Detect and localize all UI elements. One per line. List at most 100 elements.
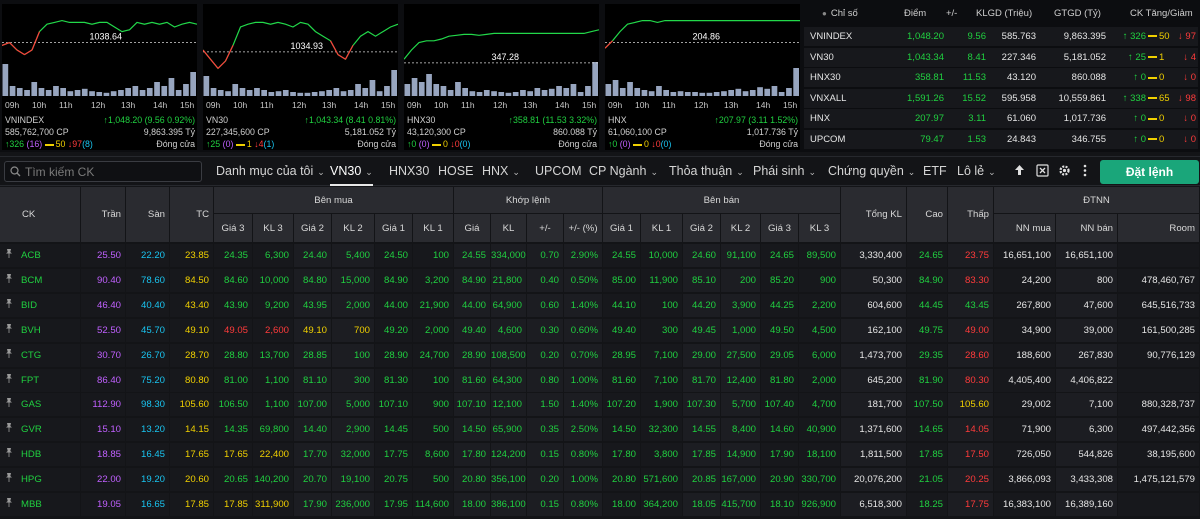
time-tick: 10h (635, 100, 650, 110)
volume-bar (491, 91, 497, 96)
search-box[interactable] (4, 161, 202, 182)
cell-chg: 0.30 (527, 318, 563, 342)
pin-icon[interactable] (0, 268, 17, 292)
cell-sym[interactable]: BCM (17, 268, 80, 292)
pin-icon[interactable] (0, 443, 17, 467)
table-row[interactable]: ACB 25.50 22.20 23.85 24.35 6,300 24.40 5,400 24… (0, 244, 1200, 267)
table-row[interactable]: BCM 90.40 78.60 84.50 84.60 10,000 84.80 15,000… (0, 268, 1200, 292)
tab-item[interactable]: VN30 ⌄ (330, 157, 373, 186)
index-chart-panel[interactable]: 1034.93 09h 10h 11h 12h 13h 14h 15h VN30 ↑1,043.3… (203, 4, 398, 150)
time-tick: 09h (206, 100, 221, 110)
cell-sym[interactable]: FPT (17, 368, 80, 392)
volume-bar (132, 86, 139, 96)
table-row[interactable]: HDB 18.85 16.45 17.65 17.65 22,400 17.70 32,000… (0, 443, 1200, 467)
cell-sk3: 900 (799, 268, 840, 292)
index-chart-panel[interactable]: 347.28 09h 10h 11h 12h 13h 14h 15h HNX30 ↑358.81 … (404, 4, 599, 150)
cell-sym[interactable]: CTG (17, 343, 80, 367)
table-row[interactable]: HPG 22.00 19.20 20.60 20.65 140,200 20.70 19,10… (0, 468, 1200, 492)
search-input[interactable] (25, 164, 195, 179)
cell-sym[interactable]: GAS (17, 393, 80, 417)
volume-bar (326, 90, 332, 96)
pin-icon[interactable] (0, 343, 17, 367)
cell-sym[interactable]: HDB (17, 443, 80, 467)
table-row[interactable]: BVH 52.50 45.70 49.10 49.05 2,600 49.10 700 49.2… (0, 318, 1200, 342)
cell-nnb: 71,900 (994, 418, 1055, 442)
price-line-below-ref (9, 42, 18, 51)
cell-total: 604,600 (841, 293, 906, 317)
pin-icon[interactable] (0, 244, 17, 267)
cell-sk3: 6,000 (799, 343, 840, 367)
table-row[interactable]: CTG 30.70 26.70 28.70 28.80 13,700 28.85 100 28.… (0, 343, 1200, 367)
index-row[interactable]: VN30 1,043.34 8.41 227.346 5,181.052 ↑ 25 1 ↓ 4 (804, 46, 1198, 67)
tab-item[interactable]: Danh mục của tôi ⌄ (216, 157, 325, 186)
pin-icon[interactable] (0, 468, 17, 492)
cell-san: 19.20 (126, 468, 169, 492)
pin-icon[interactable] (0, 293, 17, 317)
index-row[interactable]: VNXALL 1,591.26 15.52 595.958 10,559.861 ↑ 33… (804, 87, 1198, 108)
more-vertical-icon[interactable] (1077, 164, 1093, 180)
cell-nns: 7,100 (1056, 393, 1117, 417)
volume-bar (778, 92, 785, 96)
index-row-klgd: 227.346 (1001, 51, 1036, 63)
tab-item[interactable]: CP Ngành ⌄ (589, 157, 658, 186)
index-row[interactable]: HNX 207.97 3.11 61.060 1,017.736 ↑ 0 0 ↓ 0 (804, 108, 1198, 129)
tab-item[interactable]: Chứng quyền ⌄ (828, 157, 915, 186)
index-row[interactable]: VNINDEX 1,048.20 9.56 585.763 9,863.395 ↑ 326… (804, 26, 1198, 46)
volume-bar (268, 92, 275, 96)
tab-item[interactable]: Thỏa thuận ⌄ (669, 157, 744, 186)
cell-sk3: 89,500 (799, 244, 840, 267)
cell-sym[interactable]: MBB (17, 493, 80, 516)
cell-nns: 3,433,308 (1056, 468, 1117, 492)
pin-icon[interactable] (0, 493, 17, 516)
tab-item[interactable]: HNX ⌄ (482, 157, 520, 186)
index-col-point: Điểm (904, 8, 927, 19)
cell-sym[interactable]: BVH (17, 318, 80, 342)
cell-nns: 544,826 (1056, 443, 1117, 467)
volume-bar (735, 88, 742, 96)
tab-item[interactable]: UPCOM (535, 157, 582, 186)
tab-item[interactable]: HOSE (438, 157, 473, 186)
tab-item[interactable]: HNX30 (389, 157, 429, 186)
cell-high: 29.35 (907, 343, 947, 367)
volume-bar (239, 88, 246, 96)
index-row-gtgd: 1,017.736 (1063, 113, 1106, 125)
arrow-up-icon[interactable] (1011, 164, 1027, 180)
chevron-down-icon: ⌄ (736, 167, 744, 177)
cell-sym[interactable]: ACB (17, 244, 80, 267)
gear-icon[interactable] (1056, 164, 1072, 180)
pin-icon[interactable] (0, 318, 17, 342)
cell-sym[interactable]: GVR (17, 418, 80, 442)
tab-item[interactable]: Phái sinh ⌄ (753, 157, 816, 186)
table-row[interactable]: GAS 112.90 98.30 105.60 106.50 1,100 107.00 5,0… (0, 393, 1200, 417)
table-row[interactable]: GVR 15.10 13.20 14.15 14.35 69,800 14.40 2,900 1… (0, 418, 1200, 442)
index-row[interactable]: UPCOM 79.47 1.53 24.843 346.755 ↑ 0 0 ↓ 0 (804, 129, 1198, 149)
col-header-ck: CK (0, 187, 80, 242)
cell-room: 1,475,121,579 (1118, 468, 1199, 492)
cell-sym[interactable]: BID (17, 293, 80, 317)
cell-sym[interactable]: HPG (17, 468, 80, 492)
place-order-button[interactable]: Đặt lệnh (1100, 160, 1199, 184)
cell-mp: 28.90 (454, 343, 490, 367)
excel-icon[interactable] (1034, 164, 1050, 180)
cell-nnb: 16,651,100 (994, 244, 1055, 267)
pin-icon[interactable] (0, 418, 17, 442)
col-header-foreign: NN mua (994, 214, 1055, 242)
index-row[interactable]: HNX30 358.81 11.53 43.120 860.088 ↑ 0 0 ↓ 0 (804, 67, 1198, 88)
index-chart-panel[interactable]: 1038.64 09h 10h 11h 12h 13h 14h 15h VNINDEX ↑1,04… (2, 4, 197, 150)
index-chart-panel[interactable]: 204.86 09h 10h 11h 12h 13h 14h 15h HNX ↑207.97 (3… (605, 4, 800, 150)
pin-icon[interactable] (0, 368, 17, 392)
tab-item[interactable]: ETF (923, 157, 947, 186)
intraday-chart: 1038.64 (2, 19, 197, 96)
tab-item[interactable]: Lô lẻ ⌄ (957, 157, 996, 186)
pin-icon[interactable] (0, 393, 17, 417)
cell-low: 49.00 (948, 318, 993, 342)
volume-bar (304, 92, 311, 96)
index-table: ● Chỉ số Điểm +/- KLGD (Triệu) GTGD (Tỷ) … (804, 4, 1198, 150)
cell-mk: 65,900 (491, 418, 526, 442)
table-row[interactable]: BID 46.40 40.40 43.40 43.90 9,200 43.95 2,000 44… (0, 293, 1200, 317)
table-row[interactable]: FPT 86.40 75.20 80.80 81.00 1,100 81.10 300 81.3… (0, 368, 1200, 392)
cell-b1: 24.50 (375, 244, 412, 267)
index-change: ↑1,043.34 (8.41 0.81%) (304, 115, 396, 125)
volume-bar (246, 90, 253, 96)
table-row[interactable]: MBB 19.05 16.65 17.85 17.85 311,900 17.90 236,0… (0, 493, 1200, 516)
